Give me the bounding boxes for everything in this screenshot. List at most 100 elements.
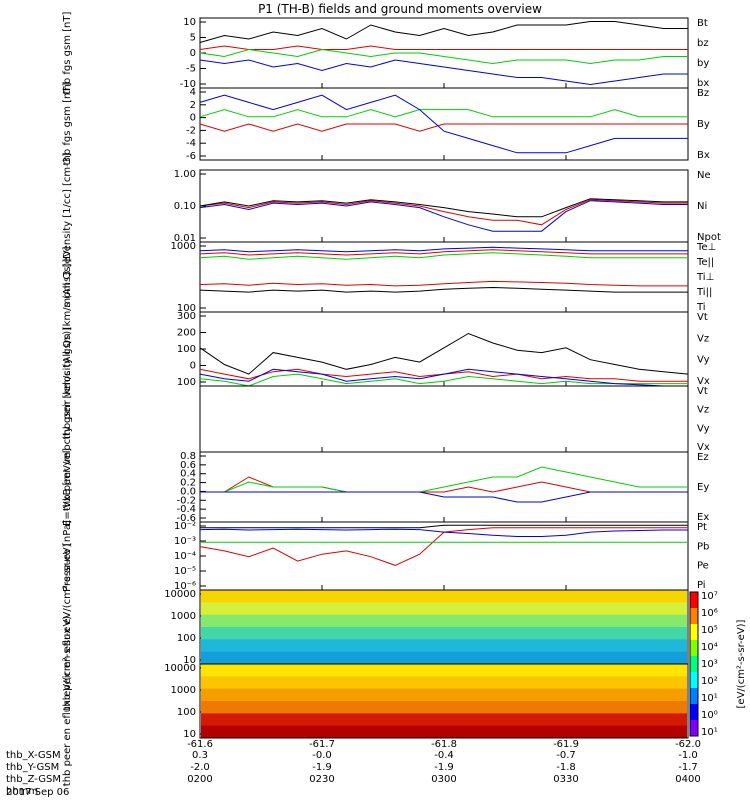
legend-entry: Ne [697, 170, 711, 181]
panel-5: thb peir velocity gsm [km/s (All Qs)] 300… [62, 259, 710, 440]
colorbar-segment [690, 656, 698, 673]
y-tick-label: 300 [177, 311, 196, 322]
series-line [200, 476, 688, 493]
colorbar: 10⁷ 10⁶ 10⁵ 10⁴ 10³ 10² 10¹ 10⁰ 10¹ [eV/(cm²-s-sr… [689, 591, 747, 738]
panel-frame [199, 311, 689, 387]
series-line [199, 21, 688, 43]
y-tick-label: 1000 [171, 685, 196, 696]
spectrogram-band [201, 602, 687, 616]
y-tick-label: 100 [177, 633, 196, 644]
y-tick-label: 10⁻⁵ [174, 566, 196, 577]
panel-frame [199, 169, 689, 243]
series-line [199, 249, 688, 256]
y-tick-label: -5 [186, 64, 196, 75]
series-line [199, 59, 688, 86]
legend-entry: Ni [697, 201, 707, 212]
spectrogram-band [201, 701, 687, 714]
colorbar-segment [690, 640, 698, 657]
legend-entry: bx [697, 78, 709, 89]
series-line [199, 45, 688, 50]
y-tick-label: 0.0 [180, 486, 196, 497]
series-line [199, 368, 688, 382]
ephemeris-value: -0.0 [312, 750, 332, 761]
y-tick-label: 0 [190, 48, 196, 59]
y-tick-label: 10000 [164, 663, 196, 674]
legend-entry: Ti|| [696, 287, 712, 298]
panel-frame [199, 385, 689, 453]
legend-entry: Ex [697, 512, 709, 523]
series-line [199, 198, 688, 218]
colorbar-segment [690, 688, 698, 705]
y-tick-label: 10 [183, 655, 196, 666]
series-line [199, 109, 688, 118]
colorbar-segment [690, 608, 698, 625]
series-line [200, 524, 688, 529]
series-line [199, 123, 688, 132]
legend-entry: Ti⊥ [696, 272, 714, 283]
legend-entry: bz [697, 38, 709, 49]
legend-entry: Te|| [696, 257, 714, 268]
ephemeris-row-label: hhmm [6, 786, 38, 797]
panel-4: moms3 [eV] 1000 100 Te⊥ Te|| Ti⊥ Ti|| Ti [62, 241, 716, 314]
spectrogram-band [201, 676, 687, 690]
panel-10: thb peer en eflux eV/(cm²-s-sr-eV) 100001… [62, 616, 689, 786]
legend-entry: Pi [697, 580, 706, 591]
colorbar-segment [690, 592, 698, 609]
y-tick-label: -0.6 [176, 513, 196, 524]
panel-7: E=-VxB [mV/m] 0.80.60.40.20.0-0.2-0.4-0.6… [62, 448, 709, 526]
colorbar-tick: 10⁴ [701, 642, 718, 653]
legend-entry: Ti [696, 302, 706, 313]
panel-1: thb fgs gsm [nT] 10 5 0 -5 -10 Bt bz by bx [62, 12, 709, 95]
legend-entry: Te⊥ [696, 242, 716, 253]
panel-9: thb peir en eflux eV/(cm²-s-sr-eV) 100001… [62, 543, 689, 711]
y-axis-label: thb fgs gsm [nT] [62, 83, 73, 166]
panel-8: Pressure [nPa] 10⁻² 10⁻³ 10⁻⁴ 10⁻⁵ 10⁻⁶ Pt Pb Pe… [62, 520, 709, 592]
legend-entry: Ez [697, 452, 709, 463]
colorbar-segment [690, 704, 698, 721]
ephemeris-value: -1.8 [556, 762, 576, 773]
y-tick-label: 1.00 [174, 169, 196, 180]
ephemeris-value: -0.4 [434, 750, 454, 761]
legend-entry: Bx [697, 150, 710, 161]
plot-title: P1 (TH-B) fields and ground moments over… [258, 2, 542, 16]
series-line [199, 246, 688, 253]
series-line [199, 48, 688, 65]
ephemeris-value: -1.7 [678, 762, 698, 773]
panel-frame [199, 241, 689, 313]
legend-entry: Vt [697, 386, 708, 397]
y-tick-label: 1000 [171, 611, 196, 622]
legend-entry: Ey [697, 482, 709, 493]
y-axis-label: Density [1/cc] [cm-3] [62, 153, 73, 259]
series-line [199, 286, 688, 293]
y-axis-label: thb fgs gsm [nT] [62, 12, 73, 95]
y-tick-label: -6 [186, 151, 196, 162]
legend-entry: Vz [697, 333, 709, 344]
legend-entry: Pt [697, 522, 707, 533]
legend-entry: Bt [697, 18, 708, 29]
series-line [199, 368, 688, 387]
y-tick-label: -0.2 [176, 495, 196, 506]
y-tick-label: 0.10 [174, 201, 196, 212]
y-tick-label: 100 [177, 303, 196, 314]
y-tick-label: 1000 [171, 241, 196, 252]
date-label: 2017 Sep 06 [6, 787, 69, 798]
legend-entry: Bz [697, 88, 709, 99]
spectrogram-band [201, 651, 687, 665]
y-tick-label: 10⁻² [174, 521, 196, 532]
series-line [199, 528, 688, 537]
ephemeris-value: -2.0 [190, 762, 210, 773]
colorbar-segment [690, 672, 698, 689]
ephemeris-value: -1.9 [312, 762, 332, 773]
colorbar-tick: 10¹ [701, 727, 718, 738]
panel-frame [199, 663, 689, 739]
colorbar-tick: 10⁰ [701, 710, 718, 721]
y-axis-label: moms3 [eV] [62, 246, 73, 307]
y-tick-label: 4 [190, 87, 196, 98]
ephemeris-value: -0.7 [556, 750, 576, 761]
ephemeris-value: 0200 [187, 774, 212, 785]
ephemeris-value: -1.9 [434, 762, 454, 773]
legend-entry: Npot [697, 232, 721, 243]
ephemeris-value: -61.8 [431, 739, 457, 750]
